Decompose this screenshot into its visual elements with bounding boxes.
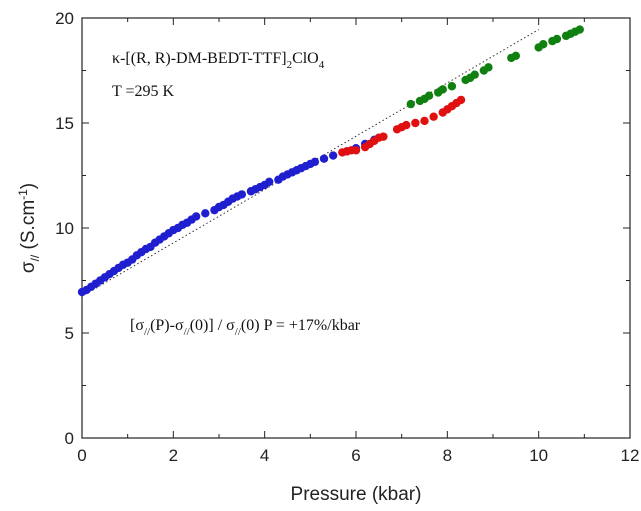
x-tick-label: 12 [621, 446, 640, 465]
data-point-series-1 [319, 154, 329, 163]
x-axis-ticks: 0 2 4 6 8 10 12 [77, 18, 639, 465]
data-point-series-2 [456, 95, 466, 105]
data-point-series-3 [447, 82, 457, 91]
data-point-series-3 [484, 63, 493, 72]
formula-label: [σ//(P)-σ//(0)] / σ//(0) P = +17%/kbar [130, 317, 361, 338]
x-tick-label: 6 [351, 446, 360, 465]
data-point-series-3 [406, 99, 415, 109]
data-point-series-2 [411, 118, 420, 128]
y-tick-label: 0 [65, 429, 74, 448]
y-tick-label: 15 [55, 114, 74, 133]
temperature-label: T =295 K [112, 83, 175, 100]
data-point-series-1 [310, 157, 320, 167]
data-point-series-2 [429, 112, 438, 121]
y-tick-label: 5 [65, 324, 74, 343]
x-axis-title: Pressure (kbar) [291, 484, 422, 505]
y-axis-ticks: 0 5 10 15 20 [55, 9, 630, 448]
x-tick-label: 0 [77, 446, 86, 465]
x-tick-label: 10 [529, 446, 548, 465]
y-axis-title: σ// (S.cm-1) [16, 183, 42, 273]
y-tick-label: 20 [55, 9, 74, 28]
data-point-series-3 [470, 70, 479, 79]
data-point-series-3 [511, 51, 521, 60]
data-point-series-3 [438, 85, 447, 94]
data-point-series-1 [191, 212, 201, 221]
data-point-series-3 [424, 91, 434, 100]
data-point-series-2 [420, 116, 429, 126]
compound-label: κ-[(R, R)-DM-BEDT-TTF]2ClO4 [112, 50, 325, 71]
y-tick-label: 10 [55, 219, 74, 238]
data-point-series-2 [379, 132, 388, 141]
x-tick-label: 4 [260, 446, 269, 465]
x-tick-label: 2 [169, 446, 178, 465]
data-point-series-1 [237, 190, 247, 199]
data-points [77, 25, 584, 297]
data-point-series-3 [552, 34, 562, 44]
data-point-series-3 [539, 40, 548, 49]
data-point-series-1 [328, 151, 338, 160]
data-point-series-2 [351, 146, 361, 155]
x-tick-label: 8 [443, 446, 452, 465]
data-point-series-3 [575, 25, 584, 34]
data-point-series-1 [201, 209, 210, 218]
data-point-series-1 [265, 177, 274, 186]
data-point-series-2 [402, 120, 411, 130]
plot-frame [81, 17, 631, 439]
